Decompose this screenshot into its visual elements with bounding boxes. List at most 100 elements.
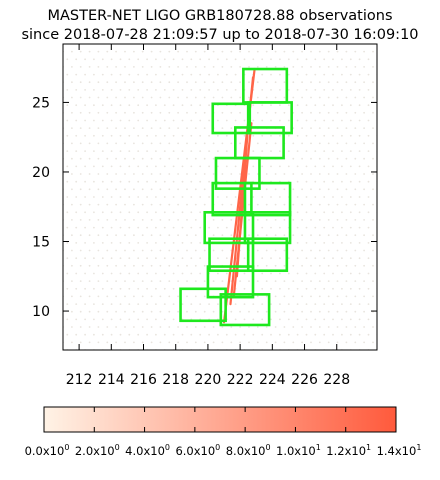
sky-grid-dot xyxy=(265,341,268,344)
sky-grid-dot xyxy=(110,318,113,321)
sky-grid-dot xyxy=(119,226,122,229)
sky-grid-dot xyxy=(163,303,166,305)
observation-field xyxy=(211,181,253,217)
sky-grid-dot xyxy=(110,287,113,290)
sky-grid-dot xyxy=(163,134,166,137)
sky-grid-dot xyxy=(199,272,202,275)
sky-grid-dot xyxy=(270,196,272,198)
sky-grid-dot xyxy=(212,173,215,175)
sky-grid-dot xyxy=(261,89,264,91)
sky-grid-dot xyxy=(66,73,69,76)
sky-grid-dot xyxy=(314,242,317,244)
sky-grid-dot xyxy=(341,165,343,168)
sky-grid-dot xyxy=(336,310,339,313)
sky-grid-dot xyxy=(186,50,188,53)
sky-grid-dot xyxy=(159,157,162,160)
sky-grid-dot xyxy=(221,111,224,114)
sky-grid-dot xyxy=(256,264,259,267)
sky-grid-dot xyxy=(270,134,272,137)
sky-grid-dot xyxy=(163,211,166,214)
sky-grid-dot xyxy=(345,310,348,313)
sky-grid-dot xyxy=(101,318,104,321)
sky-grid-dot xyxy=(345,96,348,99)
sky-grid-dot xyxy=(279,333,281,336)
sky-grid-dot xyxy=(146,104,149,107)
sky-grid-dot xyxy=(217,119,219,122)
sky-grid-dot xyxy=(274,203,277,206)
sky-grid-dot xyxy=(318,81,321,84)
sky-grid-dot xyxy=(318,203,321,206)
sky-grid-dot xyxy=(301,173,303,175)
sky-grid-dot xyxy=(172,287,175,290)
sky-grid-dot xyxy=(133,173,135,175)
sky-grid-dot xyxy=(177,249,180,252)
sky-grid-dot xyxy=(314,165,317,168)
sky-grid-dot xyxy=(239,50,242,53)
sky-grid-dot xyxy=(332,104,334,107)
sky-grid-dot xyxy=(133,142,135,145)
sky-grid-dot xyxy=(119,134,122,137)
sky-grid-dot xyxy=(301,188,303,191)
sky-grid-dot xyxy=(358,303,361,305)
sky-grid-dot xyxy=(230,66,233,68)
sky-grid-dot xyxy=(71,264,73,267)
sky-grid-dot xyxy=(323,58,326,61)
sky-grid-dot xyxy=(323,318,326,321)
sky-grid-dot xyxy=(305,134,308,137)
sky-grid-dot xyxy=(305,242,308,244)
sky-grid-dot xyxy=(230,326,233,328)
sky-grid-dot xyxy=(323,303,326,305)
sky-grid-dot xyxy=(75,196,78,198)
sky-grid-dot xyxy=(208,134,211,137)
sky-grid-dot xyxy=(358,180,361,183)
sky-grid-dot xyxy=(124,219,126,221)
sky-grid-dot xyxy=(372,50,374,53)
sky-grid-dot xyxy=(137,226,140,229)
sky-grid-dot xyxy=(88,142,91,145)
sky-grid-dot xyxy=(194,341,197,344)
sky-grid-dot xyxy=(97,81,100,84)
sky-grid-dot xyxy=(318,66,321,68)
sky-grid-dot xyxy=(172,226,175,229)
sky-grid-dot xyxy=(97,188,100,191)
sky-grid-dot xyxy=(367,165,370,168)
sky-grid-dot xyxy=(137,211,140,214)
sky-grid-dot xyxy=(327,326,330,328)
sky-grid-dot xyxy=(97,96,100,99)
sky-grid-dot xyxy=(296,303,299,305)
sky-grid-dot xyxy=(363,249,365,252)
sky-grid-dot xyxy=(181,180,184,183)
sky-grid-dot xyxy=(287,89,290,91)
sky-grid-dot xyxy=(248,81,250,84)
sky-grid-dot xyxy=(305,119,308,122)
sky-grid-dot xyxy=(332,180,334,183)
sky-grid-dot xyxy=(150,203,153,206)
sky-grid-dot xyxy=(221,142,224,145)
sky-grid-dot xyxy=(106,81,109,84)
sky-grid-dot xyxy=(265,111,268,114)
sky-grid-dot xyxy=(230,50,233,53)
sky-grid-dot xyxy=(332,150,334,153)
sky-grid-dot xyxy=(186,326,188,328)
sky-grid-dot xyxy=(292,295,295,298)
sky-grid-dot xyxy=(150,50,153,53)
sky-grid-dot xyxy=(79,264,82,267)
sky-grid-dot xyxy=(155,89,157,91)
sky-grid-dot xyxy=(155,196,157,198)
sky-grid-dot xyxy=(274,96,277,99)
sky-grid-dot xyxy=(296,180,299,183)
sky-grid-dot xyxy=(221,326,224,328)
sky-grid-dot xyxy=(186,280,188,282)
sky-grid-dot xyxy=(115,326,117,328)
sky-grid-dot xyxy=(172,104,175,107)
colorbar-tick-exponent: 1 xyxy=(316,443,321,452)
sky-grid-dot xyxy=(133,188,135,191)
sky-grid-dot xyxy=(310,310,312,313)
sky-grid-dot xyxy=(301,66,303,68)
sky-grid-dot xyxy=(106,142,109,145)
sky-grid-dot xyxy=(181,196,184,198)
sky-grid-dot xyxy=(172,318,175,321)
sky-grid-dot xyxy=(336,203,339,206)
sky-grid-dot xyxy=(172,257,175,260)
